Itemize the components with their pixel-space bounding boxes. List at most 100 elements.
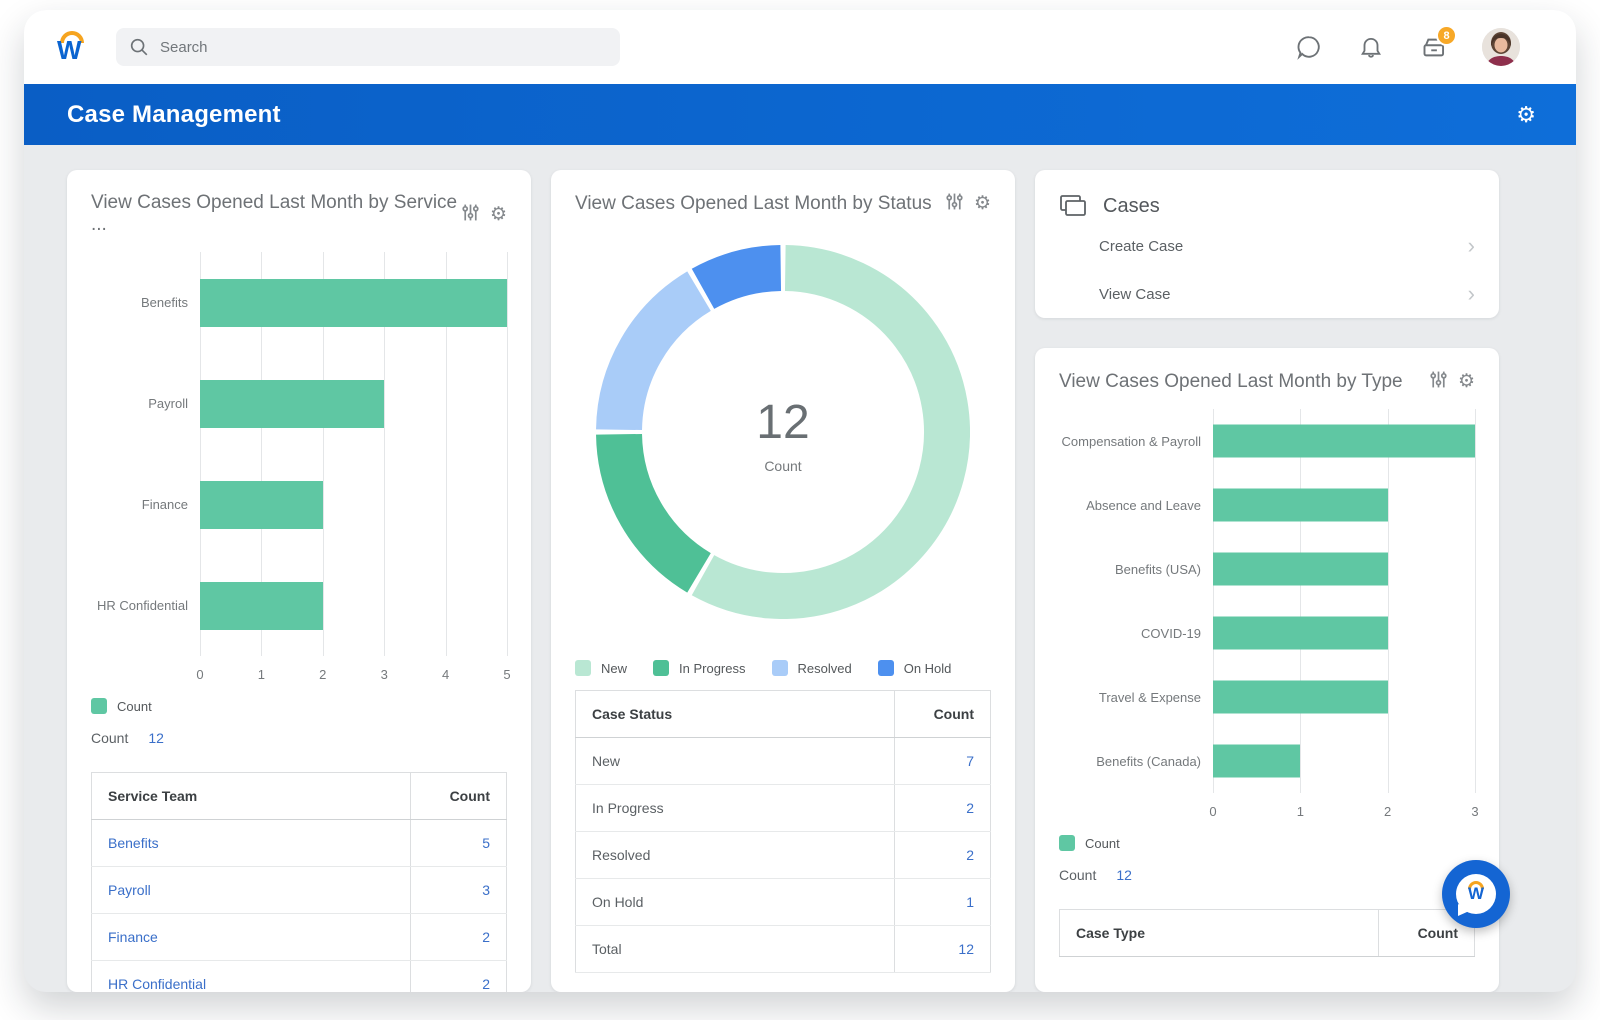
bar-row: Compensation & Payroll — [1059, 409, 1475, 473]
workday-assistant-button[interactable]: W — [1442, 860, 1510, 928]
bar-travel-expense[interactable] — [1213, 680, 1388, 714]
table-header-row: Case Status Count — [575, 690, 991, 738]
table-cell-count[interactable]: 7 — [894, 737, 991, 785]
menu-item-view-case[interactable]: View Case › — [1035, 270, 1499, 318]
x-tick-label: 0 — [1209, 804, 1217, 819]
topbar-icons: 8 — [1296, 25, 1520, 66]
table-row: In Progress 2 — [575, 784, 991, 832]
count-summary: Count 12 — [91, 730, 507, 746]
bar-covid-19[interactable] — [1213, 616, 1388, 650]
category-label: Benefits (Canada) — [1096, 753, 1201, 769]
category-label: Absence and Leave — [1086, 497, 1201, 513]
legend-swatch — [575, 660, 591, 676]
donut-segment-in-progress[interactable] — [596, 433, 712, 593]
column-header: Count — [410, 772, 507, 820]
gridline — [1213, 409, 1214, 793]
gridline — [1475, 409, 1476, 793]
chart-filter-icon[interactable] — [945, 192, 964, 215]
bar-finance[interactable] — [200, 480, 323, 529]
gridline — [384, 252, 386, 656]
table-cell-count[interactable]: 2 — [894, 831, 991, 879]
bar-hr-confidential[interactable] — [200, 581, 323, 630]
column-header: Service Team — [91, 772, 411, 820]
table-row: Total 12 — [575, 925, 991, 973]
chart-filter-icon[interactable] — [1429, 370, 1448, 393]
x-tick-label: 4 — [441, 667, 450, 682]
inbox-icon[interactable]: 8 — [1420, 25, 1457, 60]
table-cell-label[interactable]: Payroll — [91, 866, 411, 914]
table-row: On Hold 1 — [575, 878, 991, 926]
app-window: W — [24, 10, 1576, 992]
table-cell-count[interactable]: 3 — [410, 866, 507, 914]
chart-settings-gear-icon[interactable]: ⚙︎ — [489, 203, 507, 225]
donut-segment-on-hold[interactable] — [691, 245, 782, 310]
legend-item-count: Count — [91, 698, 152, 714]
legend-swatch — [877, 660, 894, 676]
banner-settings-gear-icon[interactable]: ⚙︎ — [1516, 101, 1536, 127]
cases-icon — [1060, 195, 1086, 216]
x-tick-label: 0 — [196, 667, 204, 682]
table-cell-label[interactable]: HR Confidential — [91, 960, 411, 992]
bar-benefits[interactable] — [200, 278, 507, 327]
chart-filter-icon[interactable] — [461, 203, 480, 226]
table-cell-label[interactable]: Benefits — [91, 819, 411, 867]
gridline — [445, 252, 447, 656]
table-cell-label[interactable]: Finance — [91, 913, 411, 961]
search-input[interactable] — [116, 28, 620, 66]
chart-settings-gear-icon[interactable]: ⚙︎ — [973, 193, 991, 214]
x-tick-label: 1 — [257, 667, 266, 682]
bar-payroll[interactable] — [200, 379, 385, 428]
cases-card-title: Cases — [1103, 194, 1160, 217]
donut-segment-resolved[interactable] — [596, 271, 712, 431]
chart-settings-gear-icon[interactable]: ⚙︎ — [1457, 371, 1475, 392]
table-cell-count[interactable]: 12 — [894, 925, 991, 973]
bar-row: Benefits (Canada) — [1059, 729, 1475, 793]
bar-compensation-payroll[interactable] — [1213, 424, 1475, 458]
card-cases-shortcuts: Cases Create Case › View Case › — [1035, 170, 1499, 318]
menu-item-create-case[interactable]: Create Case › — [1035, 222, 1499, 270]
table-cell-label: Resolved — [575, 831, 895, 879]
count-summary: Count 12 — [1059, 867, 1475, 883]
count-value-link[interactable]: 12 — [1116, 867, 1132, 883]
bar-benefits-usa-[interactable] — [1213, 552, 1388, 586]
x-tick-label: 1 — [1296, 804, 1304, 819]
legend-label: In Progress — [679, 660, 746, 676]
bar-row: Absence and Leave — [1059, 473, 1475, 537]
x-tick-label: 2 — [319, 667, 327, 682]
legend-label: On Hold — [903, 660, 952, 676]
table-cell-count[interactable]: 5 — [410, 819, 507, 867]
table-cell-count[interactable]: 2 — [894, 784, 991, 832]
donut-segment-new[interactable] — [691, 245, 970, 619]
bar-absence-and-leave[interactable] — [1213, 488, 1388, 522]
table-cell-label: In Progress — [575, 784, 895, 832]
user-avatar[interactable] — [1482, 28, 1520, 66]
table-header: Case Status Count — [575, 690, 991, 738]
chart-gridlines — [1213, 409, 1476, 793]
bar-benefits-canada-[interactable] — [1213, 744, 1301, 778]
gridline — [507, 252, 508, 656]
table-cell-count[interactable]: 1 — [894, 878, 991, 926]
table-cell-count[interactable]: 2 — [410, 960, 507, 992]
menu-item-label: View Case — [1099, 285, 1171, 303]
category-label: COVID-19 — [1141, 625, 1201, 641]
table-cell-count[interactable]: 2 — [410, 913, 507, 961]
bar-row: Payroll — [91, 353, 507, 454]
workday-logo[interactable]: W — [54, 27, 90, 67]
table-header: Service Team Count — [91, 772, 507, 820]
category-label: Compensation & Payroll — [1061, 433, 1201, 449]
right-column: Cases Create Case › View Case › View Cas… — [1035, 170, 1499, 992]
legend-item-in-progress: In Progress — [653, 660, 746, 676]
table-row: Finance 2 — [91, 913, 507, 961]
chat-icon[interactable] — [1296, 34, 1322, 60]
bar-track — [1213, 473, 1475, 537]
table-header-row: Case Type Count — [1059, 909, 1475, 957]
card-cases-by-type: View Cases Opened Last Month by Type ⚙︎ … — [1035, 348, 1499, 992]
legend-label: New — [601, 660, 628, 676]
table-cell-label: Total — [575, 925, 895, 973]
column-header: Case Type — [1059, 909, 1379, 957]
table-row: Payroll 3 — [91, 866, 507, 914]
count-value-link[interactable]: 12 — [148, 730, 164, 746]
category-label: Benefits — [141, 295, 188, 310]
table-row: New 7 — [575, 737, 991, 785]
notifications-bell-icon[interactable] — [1358, 34, 1384, 60]
